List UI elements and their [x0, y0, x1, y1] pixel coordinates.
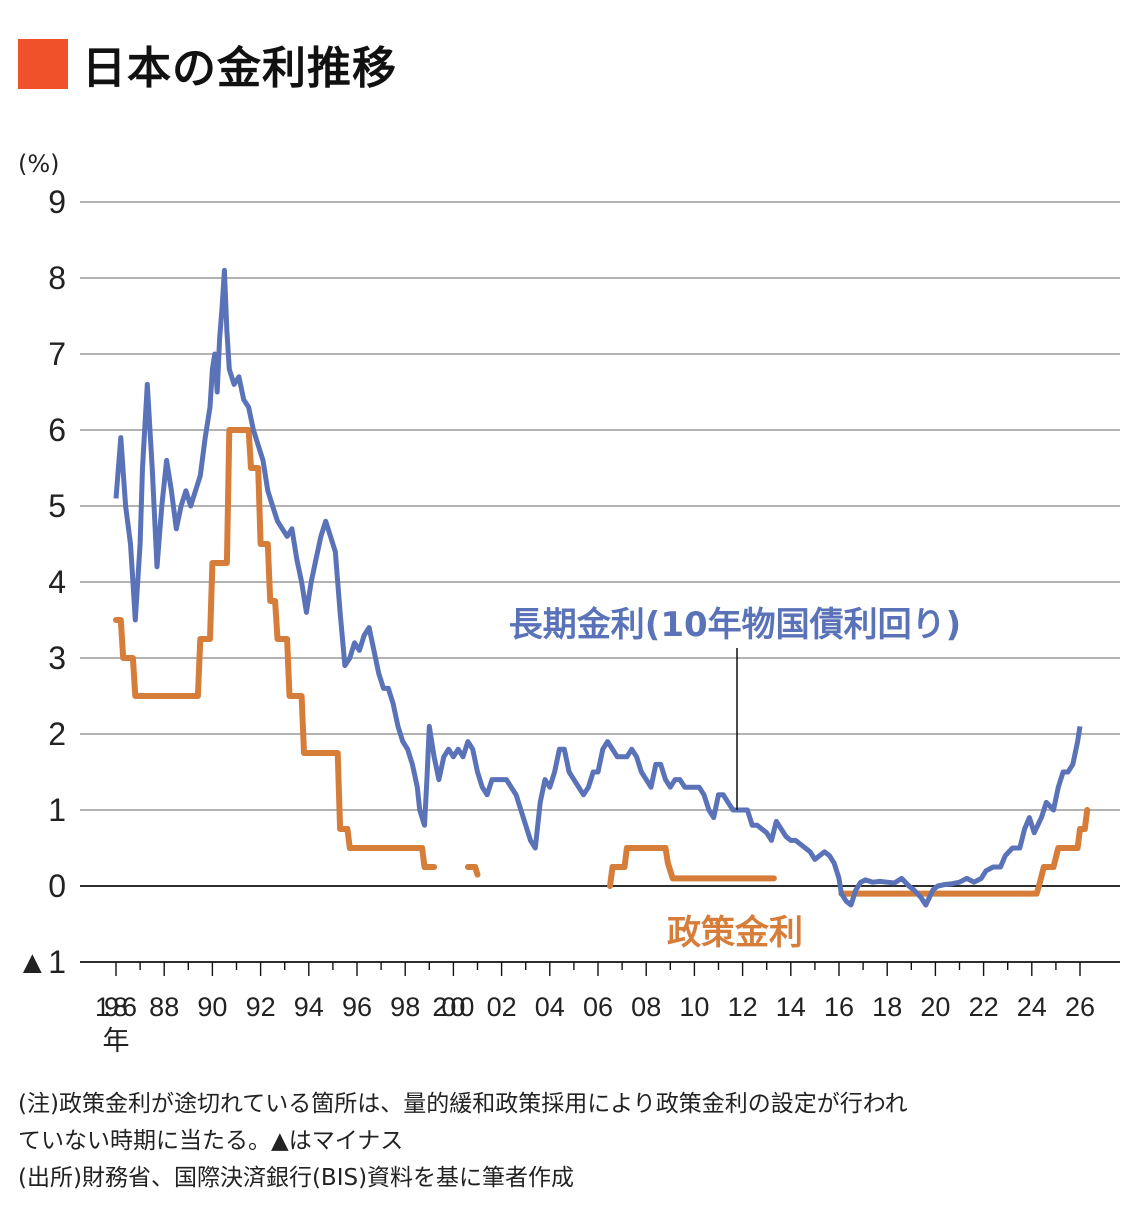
note-line: ていない時期に当たる。▲はマイナス — [18, 1128, 404, 1154]
y-tick-label: ▲1 — [17, 944, 66, 980]
x-tick-label: 94 — [294, 992, 324, 1022]
x-tick-label: 98 — [390, 992, 420, 1022]
policy-rate-segment — [607, 845, 777, 889]
x-tick-label: 92 — [246, 992, 276, 1022]
long-rate-series — [113, 267, 1083, 908]
x-tick-label: 2000 — [432, 992, 474, 1022]
y-tick-label: 0 — [48, 868, 66, 904]
note-line: (注)政策金利が途切れている箇所は、量的緩和政策採用により政策金利の設定が行われ — [18, 1091, 908, 1117]
x-tick-label: 96 — [342, 992, 372, 1022]
y-axis-ticks: 9 8 7 6 5 4 3 2 1 0 ▲1 — [17, 184, 66, 980]
note-line: (出所)財務省、国際決済銀行(BIS)資料を基に筆者作成 — [18, 1165, 575, 1191]
y-tick-label: 9 — [48, 184, 66, 220]
y-tick-label: 4 — [48, 564, 66, 600]
unit-label: (%) — [18, 150, 60, 178]
x-unit-label: 年 — [103, 1026, 130, 1056]
grid-lines — [80, 201, 1120, 811]
long-rate-label: 長期金利(10年物国債利回り) — [509, 605, 961, 645]
x-tick-label: 90 — [197, 992, 227, 1022]
x-tick-label: 12 — [728, 992, 758, 1022]
chart-title: 日本の金利推移 — [82, 43, 397, 94]
y-tick-label: 2 — [48, 716, 66, 752]
x-tick-label: 14 — [776, 992, 806, 1022]
x-tick-label: 1986 — [95, 992, 137, 1022]
x-tick-label: 08 — [631, 992, 661, 1022]
x-tick-label: 02 — [487, 992, 517, 1022]
y-tick-label: 3 — [48, 640, 66, 676]
x-tick-label: 20 — [920, 992, 950, 1022]
policy-rate-label: 政策金利 — [667, 913, 803, 953]
policy-rate-segment — [464, 864, 481, 878]
x-tick-label: 24 — [1017, 992, 1047, 1022]
x-tick-label: 06 — [583, 992, 613, 1022]
y-tick-label: 7 — [48, 336, 66, 372]
x-tick-label: 88 — [149, 992, 179, 1022]
y-tick-label: 6 — [48, 412, 66, 448]
x-axis — [80, 885, 1120, 976]
title-block: 日本の金利推移 — [18, 36, 397, 94]
footnotes: (注)政策金利が途切れている箇所は、量的緩和政策採用により政策金利の設定が行われ… — [18, 1086, 1128, 1197]
x-tick-label: 18 — [872, 992, 902, 1022]
x-tick-label: 22 — [969, 992, 999, 1022]
y-tick-label: 1 — [48, 792, 66, 828]
x-tick-label: 04 — [535, 992, 565, 1022]
policy-rate-segment — [113, 427, 438, 870]
x-tick-label: 16 — [824, 992, 854, 1022]
x-axis-ticks: 1986 88 90 92 94 96 98 2000 02 04 06 08 10 12 14 16 18 20… — [95, 992, 1095, 1022]
x-tick-label: 10 — [679, 992, 709, 1022]
y-tick-label: 5 — [48, 488, 66, 524]
y-tick-label: 8 — [48, 260, 66, 296]
title-marker — [18, 39, 68, 89]
long-rate-line — [113, 267, 1083, 908]
x-tick-label: 26 — [1065, 992, 1095, 1022]
policy-rate-series — [113, 427, 1091, 897]
policy-rate-segment — [838, 807, 1091, 897]
